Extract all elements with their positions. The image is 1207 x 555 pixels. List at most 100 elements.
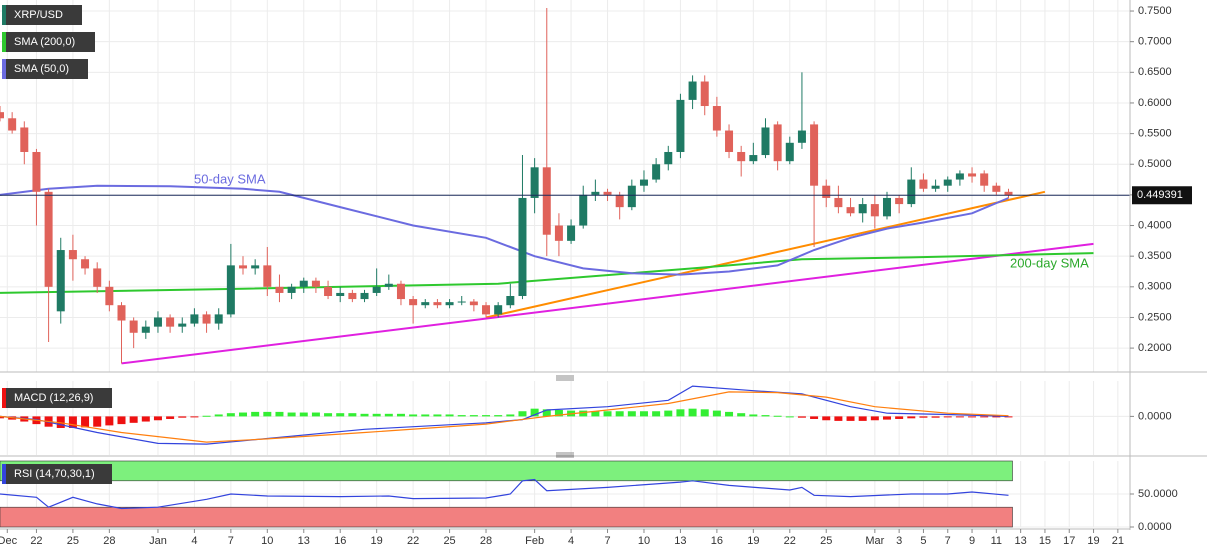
candle-body	[834, 197, 843, 208]
macd-histogram-bar	[652, 411, 661, 417]
oversold-band	[0, 506, 1013, 528]
macd-histogram-bar	[506, 414, 515, 417]
x-tick-label: 3	[896, 535, 902, 547]
candle-body	[603, 191, 612, 195]
x-tick-label: 25	[67, 535, 79, 547]
last-price-label: 0.449391	[1137, 189, 1183, 201]
candle-body	[506, 296, 515, 306]
macd-histogram-bar	[664, 410, 673, 417]
macd-histogram-bar	[882, 416, 891, 420]
candle-body	[384, 283, 393, 287]
macd-histogram-bar	[579, 410, 588, 417]
macd-histogram-bar	[542, 409, 551, 417]
overbought-band	[0, 460, 1013, 482]
legend-swatch	[2, 32, 6, 52]
x-tick-label: 9	[969, 535, 975, 547]
candle-body	[664, 151, 673, 165]
legend[interactable]: XRP/USD SMA (200,0) SMA (50,0) MACD (12,…	[2, 5, 112, 484]
x-tick-label: Dec	[0, 535, 18, 547]
macd-histogram-bar	[968, 416, 977, 418]
macd-histogram-bar	[1004, 416, 1013, 418]
macd-histogram-bar	[311, 412, 320, 417]
y-tick-label: 50.0000	[1138, 488, 1178, 500]
candle-body	[32, 151, 41, 192]
y-tick-label: 0.6500	[1138, 66, 1172, 78]
candle-body	[639, 179, 648, 186]
last-price-box	[1132, 186, 1192, 205]
candle-body	[615, 194, 624, 208]
macd-histogram-bar	[858, 416, 867, 421]
macd-histogram-bar	[141, 416, 150, 422]
macd-histogram-bar	[591, 411, 600, 417]
x-tick-label: 7	[945, 535, 951, 547]
macd-histogram-bar	[992, 416, 1001, 418]
x-tick-label: 16	[711, 535, 723, 547]
macd-histogram-bar	[178, 416, 187, 418]
macd-histogram-bar	[907, 416, 916, 419]
candle-body	[652, 164, 661, 180]
candle-body	[433, 302, 442, 306]
y-tick-label: 0.2000	[1138, 342, 1172, 354]
macd-histogram-bar	[627, 411, 636, 417]
candle-body	[8, 118, 17, 131]
x-tick-label: 13	[674, 535, 686, 547]
candle-body	[1004, 191, 1013, 196]
macd-histogram-bar	[190, 416, 199, 418]
macd-histogram-bar	[822, 416, 831, 421]
macd-histogram-bar	[785, 416, 794, 418]
annotation: 200-day SMA	[1010, 255, 1089, 270]
macd-histogram-bar	[348, 413, 357, 417]
macd-histogram-bar	[421, 414, 430, 417]
macd-histogram-bar	[275, 411, 284, 417]
y-tick-label: 0.4000	[1138, 219, 1172, 231]
candle-body	[725, 130, 734, 152]
macd-histogram-bar	[700, 409, 709, 417]
candle-body	[627, 185, 636, 208]
candle-body	[968, 173, 977, 177]
macd-histogram-bar	[287, 412, 296, 417]
macd-histogram-bar	[797, 416, 806, 418]
legend-box	[2, 59, 88, 79]
candle-body	[955, 173, 964, 180]
candle-body	[105, 286, 114, 306]
macd-histogram-bar	[712, 410, 721, 417]
candle-body	[858, 204, 867, 214]
candle-body	[469, 301, 478, 306]
candle-body	[700, 81, 709, 107]
x-tick-label: 21	[1112, 535, 1124, 547]
candle-body	[239, 265, 248, 269]
x-tick-label: 28	[480, 535, 492, 547]
legend-swatch	[2, 5, 6, 25]
macd-histogram-bar	[81, 416, 90, 428]
sma-line	[0, 252, 1094, 294]
candle-body	[567, 225, 576, 241]
legend-box	[2, 32, 95, 52]
legend-label: XRP/USD	[14, 9, 63, 21]
macd-histogram-bar	[445, 414, 454, 417]
x-tick-label: 4	[568, 535, 574, 547]
macd-histogram-bar	[834, 416, 843, 421]
macd-histogram-bar	[482, 415, 491, 417]
macd-histogram-bar	[226, 413, 235, 417]
candle-body	[737, 151, 746, 162]
x-tick-label: 22	[407, 535, 419, 547]
candle-body	[895, 197, 904, 205]
macd-histogram-bar	[384, 413, 393, 417]
candle-body	[56, 250, 65, 312]
y-tick-label: 0.0000	[1138, 410, 1172, 422]
macd-histogram-bar	[457, 415, 466, 417]
x-tick-label: 28	[103, 535, 115, 547]
macd-histogram-bar	[372, 413, 381, 417]
candle-body	[263, 265, 272, 287]
x-tick-label: 10	[638, 535, 650, 547]
candle-body	[141, 326, 150, 333]
candle-body	[870, 204, 879, 217]
x-tick-label: 17	[1063, 535, 1075, 547]
candle-body	[712, 106, 721, 131]
x-tick-label: 7	[604, 535, 610, 547]
macd-histogram-bar	[810, 416, 819, 419]
macd-histogram-bar	[931, 416, 940, 418]
macd-histogram-bar	[725, 411, 734, 417]
panel-handle[interactable]	[556, 375, 574, 458]
